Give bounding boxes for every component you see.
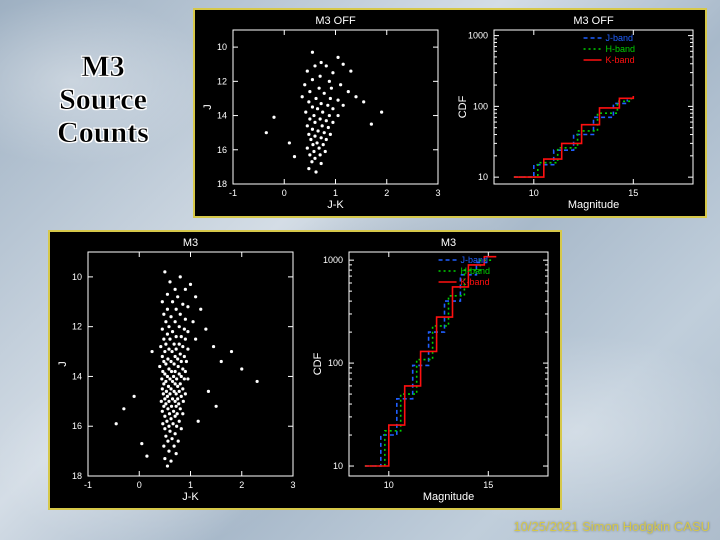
svg-text:-1: -1 [84, 480, 92, 490]
svg-text:J: J [202, 104, 214, 110]
svg-text:1: 1 [188, 480, 193, 490]
svg-text:-1: -1 [229, 188, 237, 198]
svg-text:K-band: K-band [606, 55, 635, 65]
svg-text:M3: M3 [441, 237, 456, 249]
svg-text:15: 15 [483, 480, 493, 490]
svg-text:10: 10 [72, 272, 82, 282]
svg-text:15: 15 [628, 188, 638, 198]
charts-svg-on: -101231816141210J-KJM31015101001000Magni… [50, 232, 560, 508]
svg-text:16: 16 [72, 421, 82, 431]
svg-text:H-band: H-band [606, 44, 636, 54]
svg-text:10: 10 [478, 172, 488, 182]
svg-text:2: 2 [384, 188, 389, 198]
svg-text:H-band: H-band [461, 266, 491, 276]
charts-panel-on: -101231816141210J-KJM31015101001000Magni… [50, 232, 560, 508]
svg-text:K-band: K-band [461, 277, 490, 287]
svg-text:14: 14 [72, 371, 82, 381]
svg-text:18: 18 [217, 179, 227, 189]
svg-text:0: 0 [137, 480, 142, 490]
svg-text:J-K: J-K [182, 491, 199, 503]
slide-title: M3SourceCounts [18, 50, 188, 149]
charts-panel-off: -101231816141210J-KJM3 OFF1015101001000M… [195, 10, 705, 216]
svg-text:2: 2 [239, 480, 244, 490]
svg-text:1000: 1000 [468, 31, 488, 41]
svg-text:M3: M3 [183, 237, 198, 249]
svg-text:J: J [57, 361, 69, 367]
svg-text:100: 100 [328, 358, 343, 368]
svg-text:J-band: J-band [461, 255, 489, 265]
svg-text:10: 10 [529, 188, 539, 198]
svg-text:M3 OFF: M3 OFF [573, 15, 614, 27]
svg-text:CDF: CDF [457, 95, 469, 118]
svg-text:J-K: J-K [327, 199, 344, 211]
svg-text:18: 18 [72, 471, 82, 481]
svg-text:10: 10 [384, 480, 394, 490]
svg-text:Magnitude: Magnitude [568, 199, 619, 211]
svg-text:1: 1 [333, 188, 338, 198]
charts-svg-off: -101231816141210J-KJM3 OFF1015101001000M… [195, 10, 705, 216]
svg-text:Magnitude: Magnitude [423, 491, 474, 503]
slide-footer: 10/25/2021 Simon Hodgkin CASU [513, 519, 710, 534]
svg-text:10: 10 [333, 461, 343, 471]
svg-text:12: 12 [72, 322, 82, 332]
svg-text:CDF: CDF [312, 352, 324, 375]
svg-text:12: 12 [217, 76, 227, 86]
svg-text:16: 16 [217, 145, 227, 155]
svg-text:J-band: J-band [606, 33, 634, 43]
title-block: M3SourceCounts [18, 50, 188, 149]
svg-text:1000: 1000 [323, 255, 343, 265]
svg-text:14: 14 [217, 111, 227, 121]
svg-text:0: 0 [282, 188, 287, 198]
slide-root: M3SourceCounts -101231816141210J-KJM3 OF… [0, 0, 720, 540]
svg-text:3: 3 [435, 188, 440, 198]
svg-text:M3 OFF: M3 OFF [315, 15, 356, 27]
svg-text:3: 3 [290, 480, 295, 490]
svg-text:10: 10 [217, 42, 227, 52]
svg-text:100: 100 [473, 101, 488, 111]
